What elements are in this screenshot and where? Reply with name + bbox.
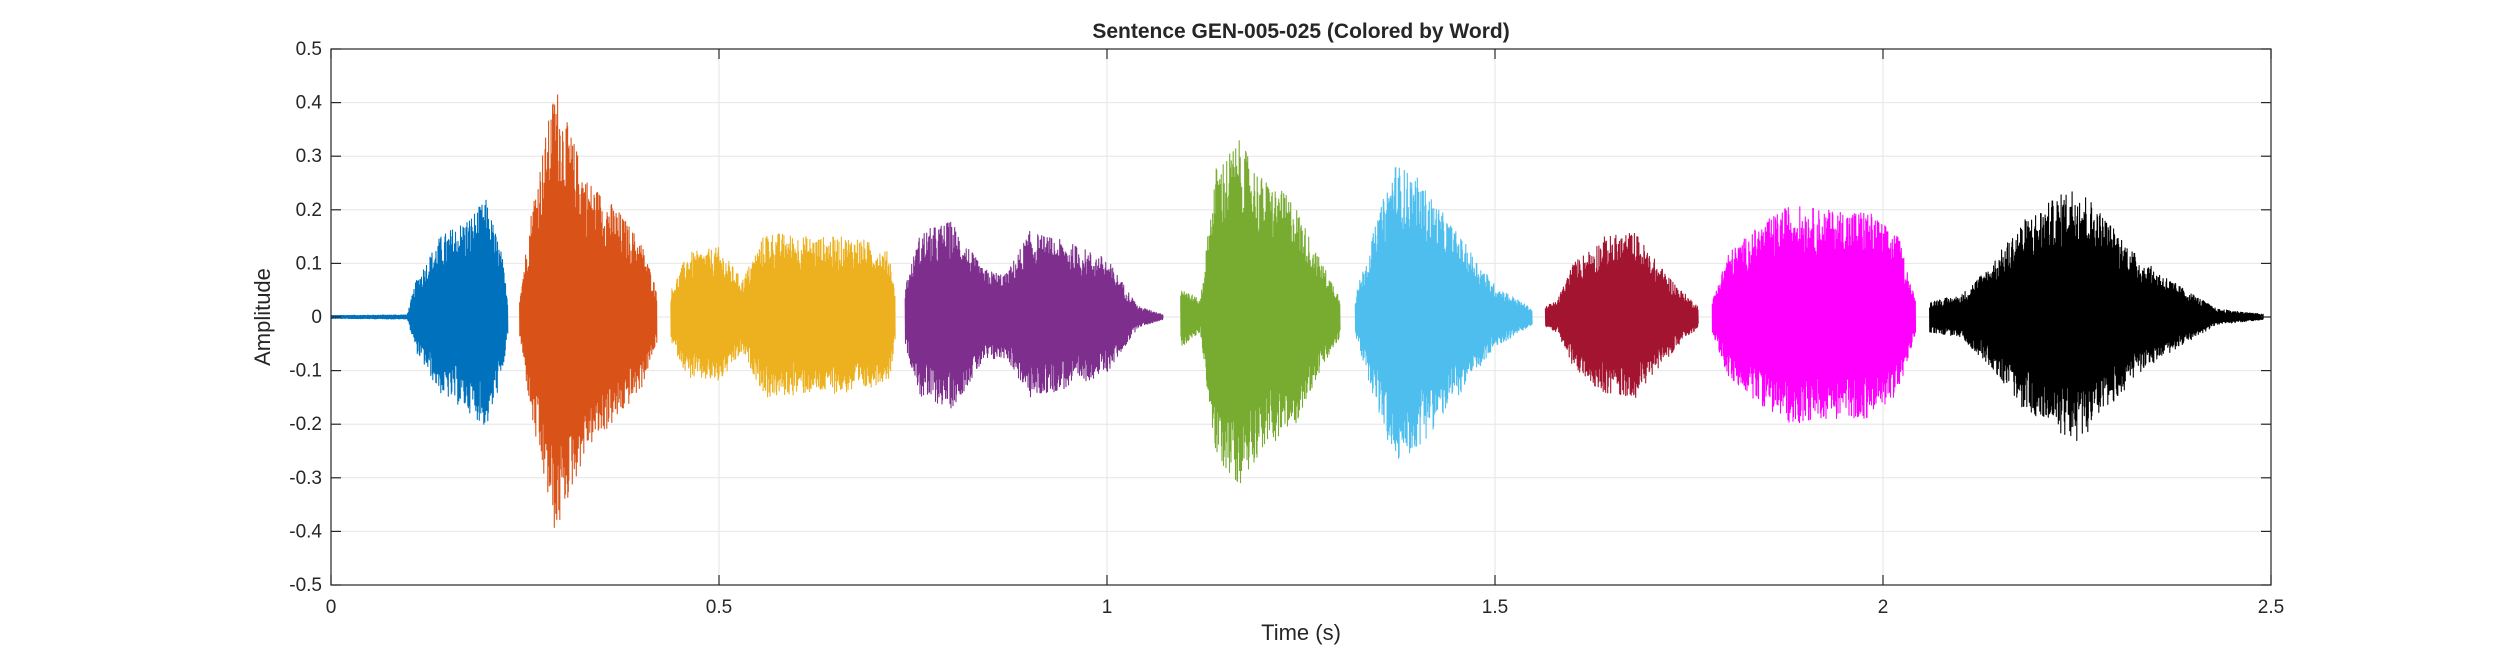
y-axis-title: Amplitude bbox=[250, 268, 275, 366]
word-segment-waveform bbox=[1544, 232, 1699, 399]
y-tick-label: 0.4 bbox=[296, 93, 323, 114]
y-tick-label: 0.5 bbox=[296, 39, 322, 60]
ticks: 0 0.5 1 1.5 2 2.5 0.5 0.4 0.3 0.2 0.1 0 -0.1 -0.2 -0.3… bbox=[289, 39, 2284, 618]
y-tick-label: 0.2 bbox=[296, 200, 322, 221]
word-segment-waveform bbox=[1354, 166, 1533, 459]
x-tick-label: 1.5 bbox=[1482, 597, 1508, 618]
y-tick-label: 0.3 bbox=[296, 146, 322, 167]
y-tick-label: 0.1 bbox=[296, 253, 322, 274]
x-tick-label: 1 bbox=[1102, 597, 1113, 618]
y-tick-label: -0.3 bbox=[289, 468, 322, 489]
word-segment-waveform bbox=[1180, 140, 1341, 484]
y-tick-label: -0.4 bbox=[289, 521, 322, 542]
word-segment-waveform bbox=[519, 94, 658, 528]
y-tick-label: 0 bbox=[311, 307, 322, 328]
x-axis-title: Time (s) bbox=[1261, 620, 1341, 645]
word-segment-waveform bbox=[904, 221, 1164, 409]
y-tick-label: -0.5 bbox=[289, 575, 322, 596]
word-segment-waveform bbox=[330, 199, 509, 425]
y-tick-label: -0.2 bbox=[289, 414, 322, 435]
word-segment-waveform bbox=[1711, 206, 1917, 424]
word-segment-waveform bbox=[670, 233, 896, 398]
waveform-series bbox=[330, 94, 2264, 528]
x-tick-label: 2.5 bbox=[2258, 597, 2284, 618]
word-segment-waveform bbox=[1929, 191, 2264, 442]
x-tick-label: 0.5 bbox=[706, 597, 732, 618]
y-tick-label: -0.1 bbox=[289, 361, 322, 382]
x-tick-label: 2 bbox=[1878, 597, 1889, 618]
chart-title: Sentence GEN-005-025 (Colored by Word) bbox=[1092, 20, 1509, 43]
x-tick-label: 0 bbox=[326, 597, 337, 618]
